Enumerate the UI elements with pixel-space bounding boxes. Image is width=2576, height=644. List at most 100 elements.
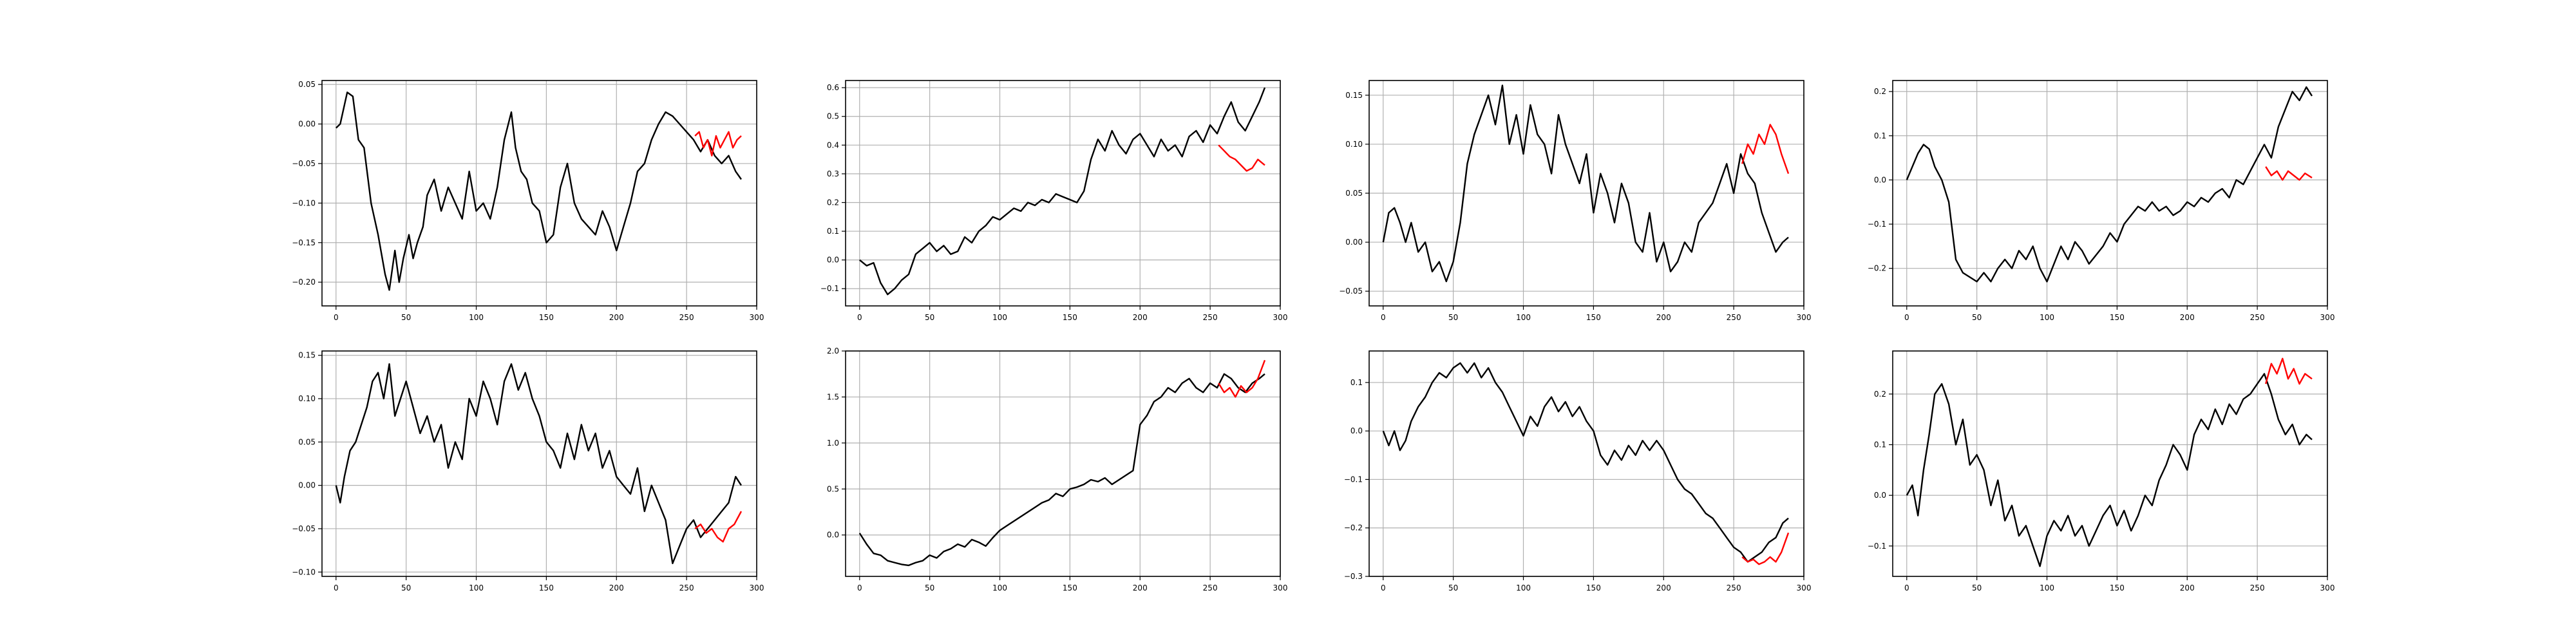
subplot-4: 0 50 100 150 200 250 300 −0.2 −0.1 0.0 0.1 0.2 bbox=[1868, 80, 2334, 322]
y-tick-label: −0.20 bbox=[292, 278, 316, 287]
subplot-5: 0 50 100 150 200 250 300 −0.10 −0.05 0.00 0.05 0.10… bbox=[292, 350, 764, 592]
x-tick-label: 100 bbox=[1516, 313, 1531, 322]
y-tick-label: −0.10 bbox=[292, 198, 316, 207]
x-tick-label: 250 bbox=[2250, 313, 2265, 322]
x-tick-label: 150 bbox=[2110, 313, 2125, 322]
y-tick-label: 1.5 bbox=[827, 392, 839, 401]
y-tick-label: 0.10 bbox=[298, 394, 316, 403]
y-tick-label: 0.10 bbox=[1345, 140, 1363, 149]
y-tick-label: 0.0 bbox=[827, 531, 839, 540]
y-tick-label: −0.05 bbox=[292, 524, 316, 533]
axes-frame bbox=[321, 80, 757, 307]
subplot-6: 0 50 100 150 200 250 300 0.0 0.5 1.0 1.5 2.0 bbox=[827, 346, 1288, 592]
y-tick-label: −0.2 bbox=[1344, 524, 1363, 533]
x-tick-label: 50 bbox=[401, 583, 411, 592]
x-tick-label: 250 bbox=[679, 313, 694, 322]
x-tick-label: 0 bbox=[1904, 313, 1909, 322]
y-tick-label: −0.05 bbox=[1339, 287, 1363, 296]
subplot-2: 0 50 100 150 200 250 300 −0.1 0.0 0.1 0.2 0.3 0.4 0.5… bbox=[820, 80, 1288, 322]
x-tick-label: 100 bbox=[992, 583, 1007, 592]
x-tick-label: 300 bbox=[2320, 583, 2335, 592]
subplot-1: 0 50 100 150 200 250 300 −0.20 −0.15 −0.10 −0.05 0.… bbox=[292, 80, 764, 322]
y-tick-label: 0.5 bbox=[827, 112, 839, 121]
plot-area bbox=[846, 80, 1280, 306]
y-tick-label: 0.00 bbox=[298, 120, 316, 129]
x-tick-label: 300 bbox=[1273, 583, 1288, 592]
x-tick-label: 300 bbox=[1273, 313, 1288, 322]
x-tick-label: 200 bbox=[2180, 583, 2195, 592]
series-line-actual bbox=[859, 87, 1266, 296]
axes-frame bbox=[845, 350, 1281, 577]
y-tick-label: −0.05 bbox=[292, 159, 316, 168]
series-line-predicted bbox=[2265, 166, 2313, 181]
x-tick-label: 0 bbox=[857, 313, 862, 322]
y-tick-label: 0.0 bbox=[1874, 491, 1886, 500]
x-tick-label: 100 bbox=[469, 583, 484, 592]
subplot-7: 0 50 100 150 200 250 300 −0.3 −0.2 −0.1 0.0 0.1 bbox=[1344, 350, 1812, 592]
series-line-actual bbox=[1906, 373, 2313, 567]
x-tick-label: 100 bbox=[469, 313, 484, 322]
x-tick-label: 50 bbox=[1448, 313, 1458, 322]
plot-area bbox=[1369, 351, 1804, 576]
x-tick-label: 200 bbox=[2180, 313, 2195, 322]
series-line-predicted bbox=[694, 131, 742, 156]
x-tick-label: 100 bbox=[1516, 583, 1531, 592]
x-tick-label: 250 bbox=[679, 583, 694, 592]
x-tick-label: 300 bbox=[1797, 583, 1812, 592]
series-line-actual bbox=[1382, 362, 1789, 563]
y-tick-label: −0.1 bbox=[1868, 542, 1886, 551]
y-tick-label: 0.1 bbox=[1874, 440, 1886, 450]
plot-area bbox=[322, 351, 757, 576]
series-line-predicted bbox=[694, 511, 743, 543]
x-tick-label: 50 bbox=[401, 313, 411, 322]
x-tick-label: 250 bbox=[2250, 583, 2265, 592]
x-tick-label: 200 bbox=[1656, 313, 1671, 322]
subplot-3: 0 50 100 150 200 250 300 −0.05 0.00 0.05 0.10 0.15 bbox=[1339, 80, 1811, 322]
y-tick-label: 0.0 bbox=[1350, 426, 1363, 435]
plot-area bbox=[322, 80, 757, 306]
y-tick-label: 0.0 bbox=[1874, 175, 1886, 184]
x-tick-label: 300 bbox=[1797, 313, 1812, 322]
x-tick-label: 250 bbox=[1727, 313, 1741, 322]
axes-frame bbox=[1892, 350, 2328, 577]
plot-area bbox=[846, 351, 1280, 576]
x-tick-label: 250 bbox=[1203, 313, 1218, 322]
plot-area bbox=[1893, 351, 2327, 576]
axes-frame bbox=[1892, 80, 2328, 307]
x-tick-label: 150 bbox=[1063, 313, 1077, 322]
x-tick-label: 150 bbox=[1063, 583, 1077, 592]
y-tick-label: 0.00 bbox=[298, 481, 316, 490]
x-tick-label: 50 bbox=[925, 583, 934, 592]
axes-frame bbox=[845, 80, 1281, 307]
y-tick-label: 0.2 bbox=[1874, 87, 1886, 96]
y-tick-label: 0.05 bbox=[1345, 189, 1363, 198]
x-tick-label: 50 bbox=[925, 313, 934, 322]
x-tick-label: 50 bbox=[1972, 583, 1982, 592]
axes-frame bbox=[321, 350, 757, 577]
y-tick-label: 0.15 bbox=[298, 351, 316, 360]
y-tick-label: 1.0 bbox=[827, 439, 839, 448]
y-tick-label: 0.3 bbox=[827, 169, 839, 178]
x-tick-label: 250 bbox=[1727, 583, 1741, 592]
y-tick-label: 0.0 bbox=[827, 256, 839, 265]
y-tick-label: 0.1 bbox=[1874, 131, 1886, 140]
x-tick-label: 100 bbox=[2040, 313, 2054, 322]
subplot-8: 0 50 100 150 200 250 300 −0.1 0.0 0.1 0.2 bbox=[1868, 350, 2335, 592]
y-tick-label: 2.0 bbox=[827, 346, 839, 355]
y-tick-label: 0.05 bbox=[298, 437, 316, 446]
series-line-predicted bbox=[1741, 124, 1790, 175]
plot-area bbox=[1893, 80, 2327, 306]
series-line-actual bbox=[335, 363, 743, 564]
y-tick-label: 0.2 bbox=[1874, 390, 1886, 399]
x-tick-label: 0 bbox=[857, 583, 862, 592]
x-tick-label: 0 bbox=[1381, 313, 1386, 322]
x-tick-label: 0 bbox=[334, 313, 339, 322]
series-line-actual bbox=[1906, 86, 2313, 283]
x-tick-label: 200 bbox=[1133, 313, 1148, 322]
series-line-predicted bbox=[1218, 359, 1266, 398]
y-tick-label: 0.05 bbox=[298, 80, 316, 89]
x-tick-label: 150 bbox=[2110, 583, 2125, 592]
y-tick-label: 0.4 bbox=[827, 140, 839, 149]
x-tick-label: 0 bbox=[334, 583, 339, 592]
